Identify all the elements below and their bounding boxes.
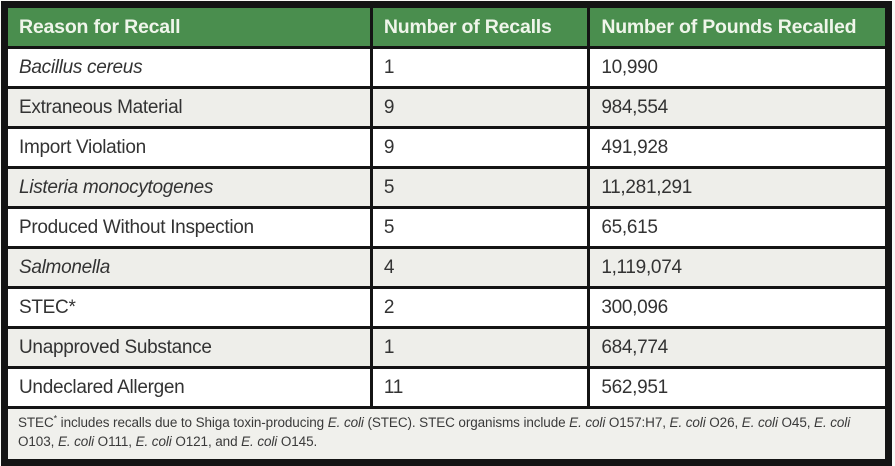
pounds-cell: 300,096 (587, 286, 890, 329)
footnote-segment: E. coli (135, 434, 172, 450)
footnote-segment: O121, and (171, 434, 242, 450)
footnote-segment: E. coli (241, 434, 278, 450)
recalls-cell: 9 (369, 126, 591, 169)
footnote-segment: E. coli (669, 415, 706, 430)
pounds-cell: 1,119,074 (587, 246, 890, 289)
table-row: Extraneous Material 9 984,554 (3, 86, 890, 129)
recalls-cell: 2 (369, 286, 591, 329)
recalls-cell: 4 (369, 246, 591, 289)
reason-cell: Bacillus cereus (3, 46, 373, 89)
footnote-segment: STEC (18, 415, 54, 430)
column-header-pounds: Number of Pounds Recalled (587, 3, 890, 49)
table-row: Listeria monocytogenes 5 11,281,291 (3, 166, 890, 209)
table-footer: STEC* includes recalls due to Shiga toxi… (3, 406, 890, 464)
pounds-cell: 10,990 (587, 46, 890, 89)
table-row: STEC* 2 300,096 (3, 286, 890, 329)
footnote-segment: O26, (705, 415, 742, 430)
recalls-cell: 5 (369, 166, 591, 209)
column-header-recalls: Number of Recalls (369, 3, 591, 49)
table-row: Salmonella 4 1,119,074 (3, 246, 890, 289)
footnote-segment: E. coli (327, 415, 364, 430)
reason-cell: Unapproved Substance (3, 326, 373, 369)
table-header: Reason for Recall Number of Recalls Numb… (3, 3, 890, 49)
footnote-segment: E. coli (814, 415, 851, 430)
table-row: Undeclared Allergen 11 562,951 (3, 366, 890, 409)
header-row: Reason for Recall Number of Recalls Numb… (3, 3, 890, 49)
reason-cell: Produced Without Inspection (3, 206, 373, 249)
table-row: Bacillus cereus 1 10,990 (3, 46, 890, 89)
footnote-segment: (STEC). STEC organisms include (363, 415, 570, 430)
table-footnote: STEC* includes recalls due to Shiga toxi… (3, 406, 890, 464)
reason-cell: STEC* (3, 286, 373, 329)
footnote-segment: E. coli (569, 415, 606, 430)
reason-cell: Salmonella (3, 246, 373, 289)
recalls-cell: 9 (369, 86, 591, 129)
pounds-cell: 11,281,291 (587, 166, 890, 209)
table-body: Bacillus cereus 1 10,990 Extraneous Materia… (3, 46, 890, 409)
reason-cell: Listeria monocytogenes (3, 166, 373, 209)
footnote-segment: includes recalls due to Shiga toxin-prod… (57, 415, 328, 430)
recalls-cell: 11 (369, 366, 591, 409)
footnote-segment: O145. (277, 434, 318, 450)
reason-cell: Import Violation (3, 126, 373, 169)
footnote-segment: * (53, 413, 58, 424)
pounds-cell: 684,774 (587, 326, 890, 369)
reason-cell: Undeclared Allergen (3, 366, 373, 409)
recalls-cell: 1 (369, 46, 591, 89)
reason-cell: Extraneous Material (3, 86, 373, 129)
footnote-segment: O103, (18, 434, 58, 450)
column-header-reason: Reason for Recall (3, 3, 373, 49)
pounds-cell: 491,928 (587, 126, 890, 169)
footnote-segment: E. coli (57, 434, 95, 450)
table-row: Produced Without Inspection 5 65,615 (3, 206, 890, 249)
pounds-cell: 562,951 (587, 366, 890, 409)
footnote-segment: O157:H7, (605, 415, 670, 430)
footnote-segment: O111, (94, 434, 136, 450)
footnote-segment: E. coli (741, 415, 778, 430)
table-row: Import Violation 9 491,928 (3, 126, 890, 169)
table-row: Unapproved Substance 1 684,774 (3, 326, 890, 369)
recalls-cell: 1 (369, 326, 591, 369)
pounds-cell: 65,615 (587, 206, 890, 249)
footnote-segment: O45, (777, 415, 815, 430)
pounds-cell: 984,554 (587, 86, 890, 129)
recalls-cell: 5 (369, 206, 591, 249)
footnote-row: STEC* includes recalls due to Shiga toxi… (3, 406, 890, 464)
